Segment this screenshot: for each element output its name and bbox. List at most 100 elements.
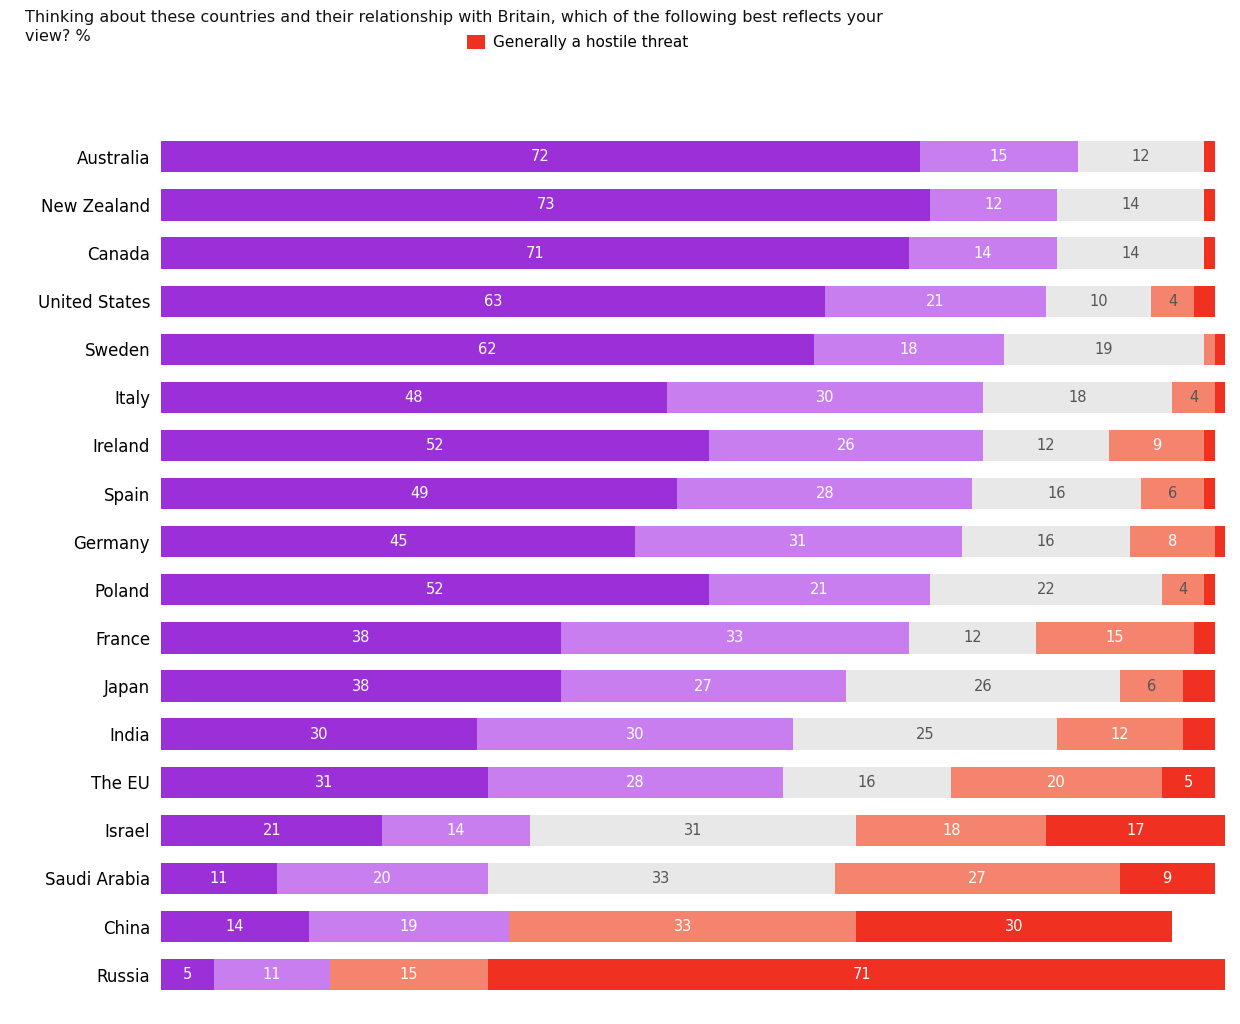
Text: 5: 5 (184, 967, 192, 982)
Bar (161, 286, 825, 316)
Text: 49: 49 (410, 486, 429, 501)
Bar (794, 719, 1056, 750)
Bar (1194, 286, 1215, 316)
Bar (161, 238, 909, 268)
Text: 14: 14 (1121, 246, 1140, 260)
Bar (709, 430, 983, 461)
Bar (161, 911, 309, 942)
Bar (1215, 334, 1225, 365)
Text: 14: 14 (973, 246, 992, 260)
Text: 28: 28 (626, 775, 645, 790)
Bar (161, 141, 920, 172)
Text: 18: 18 (1069, 390, 1087, 404)
Text: 12: 12 (1037, 438, 1055, 453)
Bar (1204, 574, 1215, 605)
Text: 52: 52 (425, 583, 444, 597)
Bar (1183, 719, 1215, 750)
Bar (161, 815, 382, 846)
Bar (930, 189, 1056, 220)
Text: 73: 73 (537, 198, 556, 212)
Text: 14: 14 (226, 920, 244, 934)
Text: 33: 33 (673, 920, 692, 934)
Text: 27: 27 (968, 871, 987, 886)
Bar (213, 959, 330, 990)
Bar (161, 719, 477, 750)
Text: 38: 38 (352, 631, 371, 645)
Bar (1162, 767, 1215, 798)
Bar (920, 141, 1078, 172)
Bar (667, 382, 983, 413)
Bar (161, 526, 635, 557)
Text: 72: 72 (531, 150, 549, 165)
Text: 8: 8 (1168, 535, 1177, 549)
Text: 45: 45 (389, 535, 408, 549)
Text: 31: 31 (790, 535, 807, 549)
Bar (1204, 238, 1215, 268)
Bar (709, 574, 930, 605)
Bar (1120, 863, 1215, 894)
Text: 71: 71 (526, 246, 544, 260)
Text: 28: 28 (816, 486, 835, 501)
Text: view? %: view? % (25, 29, 91, 44)
Bar (161, 478, 677, 509)
Bar (1194, 623, 1215, 653)
Text: 20: 20 (373, 871, 392, 886)
Bar (1204, 430, 1215, 461)
Text: 16: 16 (1037, 535, 1055, 549)
Text: 6: 6 (1168, 486, 1177, 501)
Bar (1173, 382, 1215, 413)
Text: 15: 15 (1105, 631, 1123, 645)
Bar (1047, 286, 1152, 316)
Text: 17: 17 (1126, 823, 1145, 838)
Text: 25: 25 (915, 727, 934, 741)
Bar (562, 623, 909, 653)
Bar (161, 382, 667, 413)
Text: 22: 22 (1037, 583, 1055, 597)
Text: 12: 12 (985, 198, 1003, 212)
Bar (1183, 671, 1215, 701)
Bar (825, 286, 1047, 316)
Text: 21: 21 (926, 294, 945, 308)
Text: 12: 12 (1132, 150, 1151, 165)
Bar (1204, 334, 1215, 365)
Text: 20: 20 (1048, 775, 1066, 790)
Text: 14: 14 (1121, 198, 1140, 212)
Text: 11: 11 (210, 871, 228, 886)
Text: 4: 4 (1168, 294, 1177, 308)
Bar (161, 574, 709, 605)
Bar (983, 382, 1173, 413)
Text: 52: 52 (425, 438, 444, 453)
Text: 19: 19 (399, 920, 418, 934)
Text: 4: 4 (1231, 390, 1240, 404)
Bar (909, 238, 1056, 268)
Bar (1215, 382, 1240, 413)
Text: 26: 26 (973, 679, 992, 693)
Bar (161, 863, 277, 894)
Bar (972, 478, 1141, 509)
Text: 62: 62 (479, 342, 497, 356)
Bar (382, 815, 529, 846)
Bar (1204, 189, 1215, 220)
Bar (930, 574, 1162, 605)
Text: 16: 16 (858, 775, 877, 790)
Bar (782, 767, 951, 798)
Bar (487, 959, 1235, 990)
Text: 31: 31 (684, 823, 702, 838)
Text: 15: 15 (990, 150, 1008, 165)
Text: 30: 30 (626, 727, 645, 741)
Text: 4: 4 (1189, 390, 1198, 404)
Text: 30: 30 (310, 727, 329, 741)
Bar (1131, 526, 1215, 557)
Text: 21: 21 (263, 823, 281, 838)
Bar (846, 671, 1120, 701)
Bar (487, 863, 836, 894)
Bar (161, 189, 930, 220)
Text: 38: 38 (352, 679, 371, 693)
Text: 18: 18 (900, 342, 919, 356)
Text: 33: 33 (727, 631, 744, 645)
Bar (857, 911, 1173, 942)
Text: 19: 19 (1095, 342, 1114, 356)
Text: 30: 30 (1006, 920, 1024, 934)
Bar (330, 959, 487, 990)
Bar (1078, 141, 1204, 172)
